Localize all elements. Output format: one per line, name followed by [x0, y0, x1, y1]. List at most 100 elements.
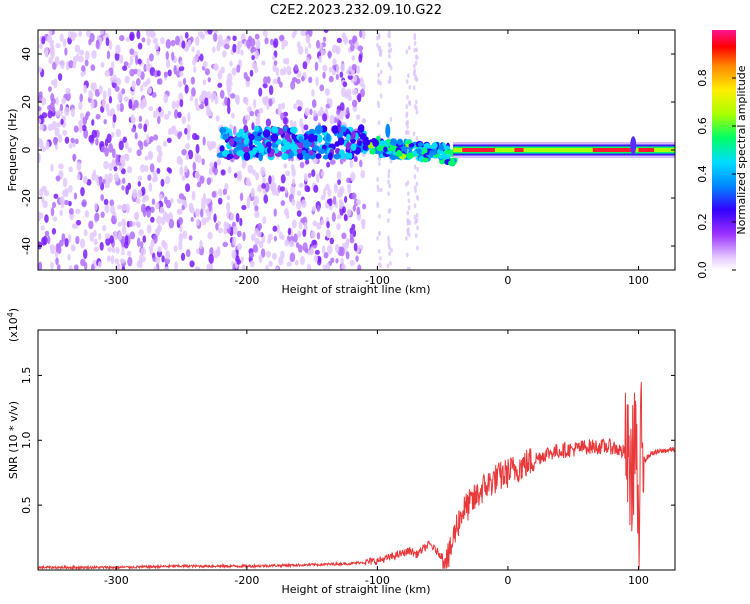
heatmap-cell: [173, 108, 179, 119]
heatmap-cell: [251, 122, 255, 131]
heatmap-cell: [161, 255, 165, 263]
heatmap-cell: [146, 37, 151, 46]
heatmap-cell: [284, 141, 292, 151]
heatmap-cell: [313, 184, 319, 193]
heatmap-cell: [50, 93, 55, 102]
heatmap-cell: [152, 170, 158, 177]
heatmap-cell: [225, 222, 230, 230]
heatmap-cell: [280, 174, 286, 184]
heatmap-cell: [316, 222, 322, 230]
heatmap-cell: [165, 59, 171, 69]
heatmap-cell: [59, 209, 63, 217]
heatmap-cell: [138, 115, 143, 123]
heatmap-cell: [98, 233, 102, 241]
heatmap-cell: [275, 266, 279, 270]
heatmap-cell: [326, 229, 331, 239]
heatmap-cell: [83, 249, 88, 260]
heatmap-cell: [235, 44, 241, 55]
heatmap-cell: [139, 141, 144, 151]
heatmap-cell: [135, 55, 139, 65]
heatmap-cell: [322, 71, 326, 79]
heatmap-cell: [255, 39, 261, 50]
heatmap-cell: [202, 192, 207, 203]
heatmap-cell: [353, 75, 358, 83]
heatmap-cell: [405, 79, 409, 84]
heatmap-cell: [41, 185, 47, 192]
heatmap-cell: [330, 257, 335, 263]
heatmap-cell: [142, 97, 147, 107]
heatmap-cell: [387, 191, 390, 197]
heatmap-cell: [258, 254, 263, 263]
heatmap-cell: [336, 223, 341, 231]
heatmap-cell: [406, 94, 409, 100]
heatmap-cell: [49, 244, 55, 250]
heatmap-cell: [138, 122, 143, 130]
heatmap-cell: [226, 153, 234, 160]
heatmap-cell: [247, 164, 254, 174]
heatmap-cell: [287, 227, 292, 236]
heatmap-cell: [104, 204, 110, 214]
x-tick-label: 0: [504, 274, 511, 287]
heatmap-cell: [222, 241, 229, 248]
heatmap-cell: [68, 265, 73, 270]
heatmap-cell: [295, 242, 300, 249]
heatmap-band-peak: [638, 148, 655, 152]
heatmap-cell: [205, 198, 212, 204]
heatmap-cell: [263, 76, 268, 85]
colorbar-tick-label: 0.2: [696, 213, 709, 231]
heatmap-cell: [444, 145, 451, 150]
heatmap-cell: [67, 234, 72, 244]
heatmap-cell: [297, 230, 302, 239]
heatmap-cell: [350, 44, 355, 52]
heatmap-cell: [45, 140, 50, 150]
heatmap-cell: [146, 77, 151, 85]
heatmap-cell: [224, 96, 228, 106]
heatmap-cell: [389, 158, 393, 164]
heatmap-cell: [165, 39, 171, 49]
heatmap-cell: [262, 129, 271, 138]
heatmap-cell: [315, 153, 322, 159]
heatmap-cell: [285, 57, 290, 65]
heatmap-cell: [70, 244, 76, 252]
heatmap-cell: [171, 100, 177, 110]
heatmap-cell: [282, 116, 288, 125]
heatmap-cell: [148, 105, 154, 112]
heatmap-cell: [122, 136, 128, 143]
heatmap-cell: [233, 172, 238, 178]
heatmap-cell: [232, 236, 237, 246]
y-tick-label: -40: [20, 237, 33, 255]
heatmap-cell: [176, 198, 183, 204]
heatmap-cell: [254, 172, 260, 181]
heatmap-cell: [145, 30, 152, 38]
heatmap-cell: [70, 107, 75, 118]
heatmap-cell: [422, 157, 429, 163]
heatmap-cell: [201, 158, 205, 166]
heatmap-cell: [43, 46, 49, 56]
heatmap-cell: [55, 257, 59, 266]
heatmap-cell: [413, 214, 417, 220]
heatmap-cell: [407, 73, 410, 78]
heatmap-cell: [58, 134, 63, 143]
heatmap-cell: [238, 128, 245, 134]
heatmap-cell: [376, 184, 380, 190]
heatmap-cell: [227, 105, 231, 115]
heatmap-cell: [251, 54, 255, 61]
heatmap-cell: [281, 42, 285, 50]
heatmap-cell: [304, 247, 309, 254]
heatmap-cell: [406, 227, 409, 233]
heatmap-cell: [195, 36, 200, 46]
heatmap-cell: [167, 69, 172, 77]
heatmap-cell: [388, 208, 392, 213]
heatmap-cell: [317, 256, 322, 263]
heatmap-cell: [328, 204, 333, 211]
colorbar-tick-label: 0.6: [696, 117, 709, 135]
heatmap-cell: [387, 146, 394, 152]
snr-frame: [37, 329, 676, 571]
heatmap-cell: [212, 30, 219, 34]
heatmap-cell: [360, 170, 366, 179]
heatmap-cell: [155, 202, 160, 210]
heatmap-cell: [79, 93, 84, 103]
heatmap-cell: [146, 57, 150, 67]
heatmap-cell: [416, 148, 422, 155]
heatmap-cell: [118, 165, 123, 171]
